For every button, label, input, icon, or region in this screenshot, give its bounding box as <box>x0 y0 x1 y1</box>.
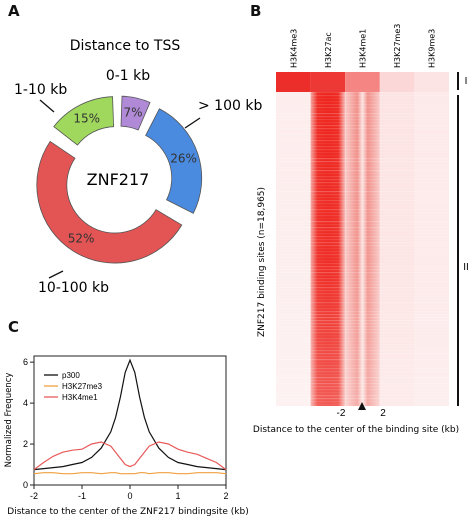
donut-slice-1-10-kb <box>53 96 115 146</box>
donut-center-label: ZNF217 <box>87 170 150 189</box>
heatmap-y-label: ZNF217 binding sites (n=18,965) <box>257 187 267 337</box>
panel-label-c: C <box>8 318 20 336</box>
line-chart: -2 -1 0 1 2 0 2 4 6 p300 H3K27me3 H3K4me1 Normaliz… <box>4 355 249 517</box>
heatmap: H3K4me3 H3K27ac H3K4me1 H3K27me3 H3K9me3 ZNF… <box>253 24 469 435</box>
series-line-h3k4me1 <box>33 441 227 471</box>
donut-percent-1-10-kb: 15% <box>73 112 100 126</box>
donut-leader-line <box>184 117 201 129</box>
y-tick-label: 6 <box>23 357 28 367</box>
series-line-p300 <box>33 358 227 471</box>
panel-label-a: A <box>8 2 20 20</box>
x-tick-label: -1 <box>78 491 86 501</box>
donut-title: Distance to TSS <box>70 38 181 54</box>
donut-slice-0-1-kb <box>120 95 151 131</box>
x-tick-label: 0 <box>127 491 132 501</box>
legend-label-p300: p300 <box>62 371 80 380</box>
series-line-h3k27me3 <box>33 472 227 475</box>
heatmap-fade-overlay <box>276 72 449 406</box>
heatmap-x-label: Distance to the center of the binding si… <box>253 425 459 435</box>
donut-percent-100-kb: 26% <box>170 152 197 166</box>
line-y-label: Normalized Frequency <box>4 373 14 468</box>
donut-percent-0-1-kb: 7% <box>124 106 143 120</box>
donut-slice-100-kb <box>145 108 203 214</box>
heatmap-x-tick-2: 2 <box>380 408 386 419</box>
x-tick-label: 2 <box>223 491 228 501</box>
donut-label-1-10-kb: 1-10 kb <box>14 82 67 98</box>
donut-label-10-100-kb: 10-100 kb <box>38 280 109 296</box>
y-tick-label: 2 <box>23 439 28 449</box>
x-tick-label: -2 <box>30 491 38 501</box>
cluster-label-ii: II <box>463 262 469 273</box>
legend-label-h3k4me1: H3K4me1 <box>62 393 98 402</box>
y-tick-label: 4 <box>23 398 28 408</box>
heatmap-column-label-h3k4me1: H3K4me1 <box>359 29 368 68</box>
line-x-label: Distance to the center of the ZNF217 bin… <box>7 507 248 517</box>
donut-leader-line <box>39 99 55 113</box>
heatmap-column-label-h3k4me3: H3K4me3 <box>289 29 298 68</box>
heatmap-x-tick-neg2: -2 <box>337 408 346 419</box>
x-tick-label: 1 <box>175 491 180 501</box>
donut-label-100-kb: > 100 kb <box>198 98 262 114</box>
heatmap-center-marker <box>358 402 366 410</box>
donut-leader-line <box>48 270 64 279</box>
legend-label-h3k27me3: H3K27me3 <box>62 382 103 391</box>
heatmap-column-label-h3k27ac: H3K27ac <box>324 32 333 68</box>
heatmap-column-label-h3k9me3: H3K9me3 <box>428 29 437 68</box>
cluster-label-i: I <box>465 76 468 87</box>
y-tick-label: 0 <box>23 480 28 490</box>
donut-percent-10-100-kb: 52% <box>68 231 95 245</box>
donut-chart: Distance to TSS 7% 0-1 kb 26% > 100 kb 52% 10… <box>14 38 262 296</box>
donut-slice-10-100-kb <box>36 140 183 264</box>
heatmap-column-label-h3k27me3: H3K27me3 <box>393 24 402 68</box>
donut-label-0-1-kb: 0-1 kb <box>106 68 150 84</box>
panel-label-b: B <box>250 2 262 20</box>
